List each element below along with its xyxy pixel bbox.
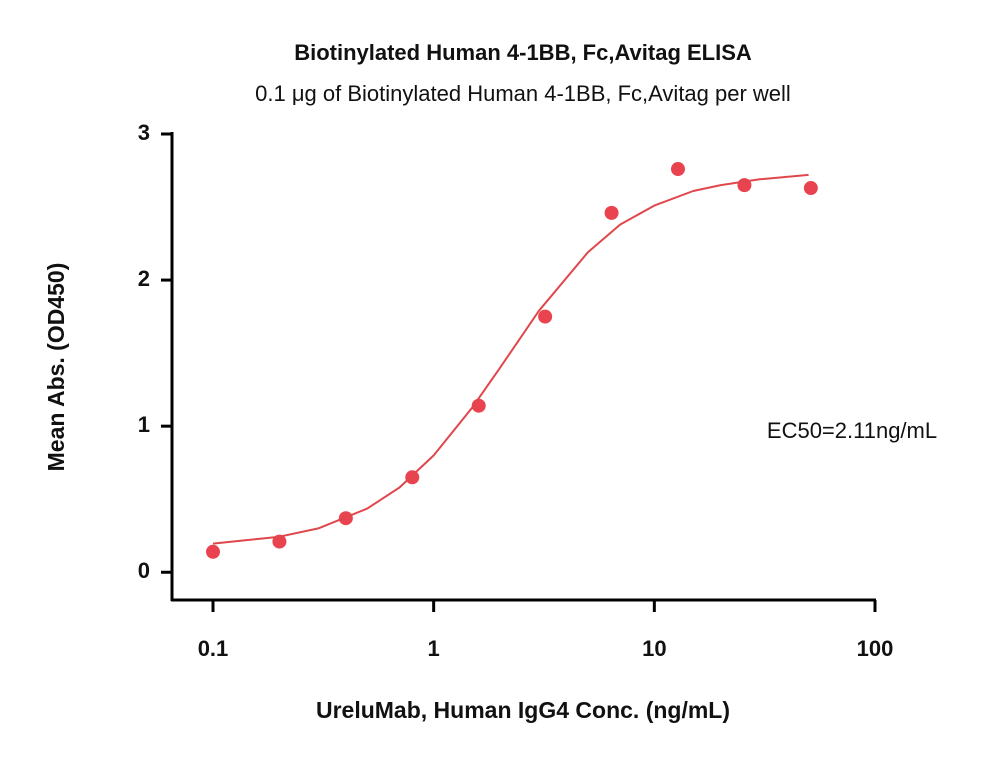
x-tick-label: 0.1 [198, 636, 229, 661]
fit-curve [212, 173, 809, 545]
y-tick-label: 1 [138, 412, 150, 437]
chart-subtitle: 0.1 μg of Biotinylated Human 4-1BB, Fc,A… [255, 81, 791, 106]
y-tick-label: 3 [138, 120, 150, 145]
data-point [405, 470, 420, 485]
y-axis-label: Mean Abs. (OD450) [43, 263, 69, 472]
data-point [538, 309, 553, 324]
x-tick-label: 100 [857, 636, 894, 661]
data-point [670, 162, 685, 177]
chart-title: Biotinylated Human 4-1BB, Fc,Avitag ELIS… [294, 40, 752, 65]
data-point [604, 205, 619, 220]
data-point [272, 534, 287, 549]
y-tick-label: 2 [138, 266, 150, 291]
x-tick-label: 1 [428, 636, 440, 661]
y-tick-label: 0 [138, 558, 150, 583]
x-tick-label: 10 [642, 636, 666, 661]
x-axis-label: UreluMab, Human IgG4 Conc. (ng/mL) [316, 697, 730, 723]
data-point [803, 181, 818, 196]
annotation: EC50=2.11ng/mL [767, 418, 937, 443]
data-point [205, 544, 220, 559]
